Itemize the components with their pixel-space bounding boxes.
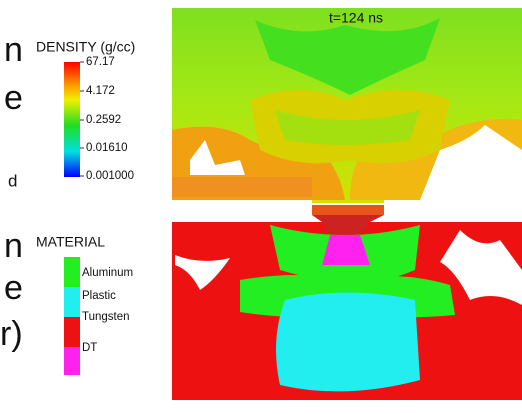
material-swatch bbox=[64, 347, 80, 375]
material-label: Plastic bbox=[82, 290, 116, 302]
colorbar-label: 0.01610 bbox=[86, 142, 128, 154]
simulation-image: t=124 ns bbox=[172, 8, 522, 400]
density-legend-title: DENSITY (g/cc) bbox=[36, 39, 135, 55]
material-label: DT bbox=[82, 342, 97, 354]
time-label: t=124 ns bbox=[329, 10, 383, 26]
colorbar-label: 67.17 bbox=[86, 56, 115, 68]
text-fragment: e bbox=[4, 79, 23, 117]
material-label: Aluminum bbox=[82, 267, 133, 279]
colorbar-label: 0.2592 bbox=[86, 114, 121, 126]
colorbar-label: 0.001000 bbox=[86, 170, 134, 182]
material-swatch bbox=[64, 257, 80, 287]
text-fragment: n bbox=[4, 31, 23, 69]
material-swatch bbox=[64, 287, 80, 317]
colorbar-ticks bbox=[80, 61, 84, 177]
material-legend-title: MATERIAL bbox=[36, 234, 105, 250]
text-fragment: n bbox=[4, 227, 23, 265]
colorbar-label: 4.172 bbox=[86, 85, 115, 97]
text-fragment: e bbox=[4, 269, 23, 307]
material-swatch bbox=[64, 317, 80, 347]
text-fragment: d bbox=[8, 171, 17, 190]
colorbar bbox=[64, 62, 80, 177]
material-label: Tungsten bbox=[82, 311, 130, 323]
text-fragment: r) bbox=[0, 315, 23, 353]
